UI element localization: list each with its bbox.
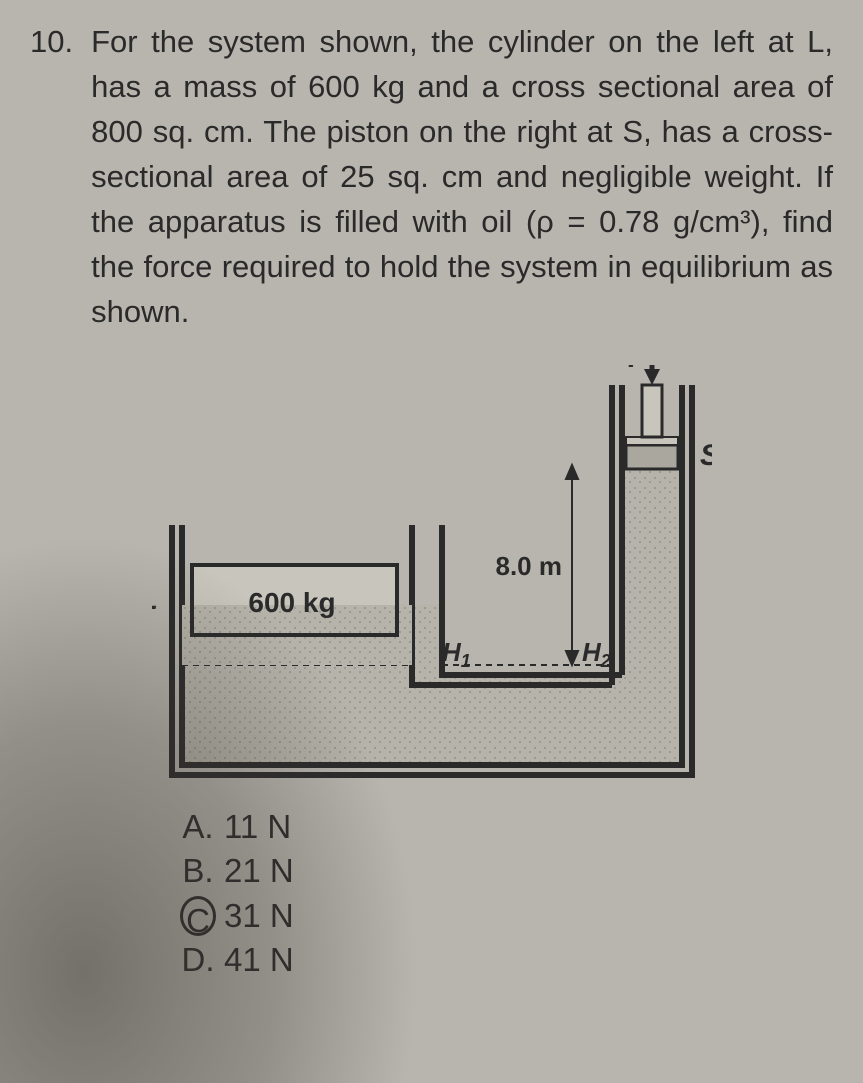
answer-options: A. 11 N B. 21 N C 31 N D. 41 N (180, 805, 833, 983)
question-block: 10. For the system shown, the cylinder o… (30, 20, 833, 335)
option-text: 41 N (224, 938, 294, 983)
question-text: For the system shown, the cylinder on th… (91, 20, 833, 335)
option-text: 21 N (224, 849, 294, 894)
option-c: C 31 N (180, 894, 833, 939)
option-b: B. 21 N (180, 849, 833, 894)
hydraulic-diagram: 600 kg F 8.0 m L S H1 H2 (152, 365, 712, 795)
option-letter: D. (180, 938, 216, 983)
piston-rod (642, 385, 662, 437)
left-label: L (152, 583, 158, 616)
h1-label: H1 (442, 637, 471, 671)
question-number: 10. (30, 20, 73, 335)
height-label: 8.0 m (495, 551, 562, 581)
option-letter-circled: C (180, 896, 216, 936)
force-label: F (628, 365, 647, 374)
option-a: A. 11 N (180, 805, 833, 850)
option-letter: A. (180, 805, 216, 850)
piston (626, 445, 678, 469)
option-text: 11 N (224, 805, 291, 850)
option-letter: B. (180, 849, 216, 894)
option-d: D. 41 N (180, 938, 833, 983)
height-dimension (566, 465, 578, 665)
right-label: S (700, 439, 712, 472)
option-text: 31 N (224, 894, 294, 939)
force-arrow (644, 365, 660, 385)
h2-label: H2 (582, 637, 611, 671)
mass-label: 600 kg (248, 587, 335, 618)
